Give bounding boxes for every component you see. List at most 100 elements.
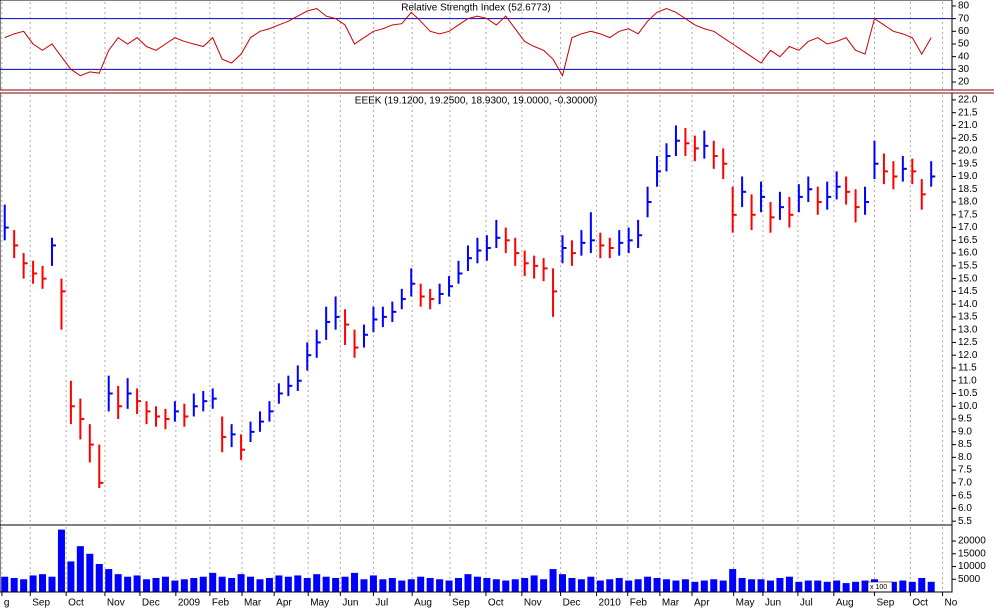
volume-bar [247, 576, 255, 592]
volume-bar [29, 575, 37, 592]
volume-bar [483, 577, 491, 592]
volume-bar [265, 577, 273, 592]
y-tick-label: 18.0 [958, 197, 978, 208]
y-tick-label: 8.0 [958, 452, 972, 463]
volume-bar [161, 576, 169, 592]
volume-bar [417, 576, 425, 592]
y-tick-label: 7.0 [958, 478, 972, 489]
volume-bar [710, 579, 718, 592]
x-tick-label: Nov [107, 598, 125, 608]
y-tick-label: 11.5 [958, 363, 977, 374]
y-tick-label: 40 [958, 51, 970, 62]
x-tick-label: No [945, 598, 958, 608]
rsi-line [4, 7, 932, 78]
volume-bar [398, 580, 406, 592]
y-tick-label: 80 [958, 1, 970, 12]
x-tick-label: Oct [488, 598, 504, 608]
x-tick-label: 2009 [178, 598, 201, 608]
volume-bar [180, 579, 188, 592]
volume-bar [67, 561, 75, 592]
volume-bar [625, 580, 633, 592]
volume-bar [426, 577, 434, 592]
volume-bar [436, 579, 444, 592]
volume-bar [492, 579, 500, 592]
volume-bar [795, 581, 803, 592]
x-tick-label: Oct [912, 598, 928, 608]
volume-bar [748, 579, 756, 592]
volume-bar [814, 580, 822, 592]
volume-bar [237, 574, 245, 592]
panel-title: Relative Strength Index (52.6773) [401, 3, 551, 14]
volume-bar [681, 579, 689, 592]
y-tick-label: 16.0 [958, 248, 978, 259]
x-tick-label: Jun [342, 598, 358, 608]
y-tick-label: 19.5 [958, 158, 978, 169]
volume-bar [351, 572, 359, 592]
volume-bar [833, 580, 841, 592]
volume-bar [10, 577, 18, 592]
volume-bar [823, 581, 831, 592]
y-tick-label: 9.5 [958, 414, 972, 425]
volume-bar [133, 575, 141, 592]
volume-bar [218, 576, 226, 592]
y-tick-label: 30 [958, 64, 970, 75]
volume-bar [606, 579, 614, 592]
volume-bar [57, 529, 65, 592]
volume-bar [719, 580, 727, 592]
volume-bar [388, 577, 396, 592]
volume-bar [540, 579, 548, 592]
x-tick-label: Mar [662, 598, 680, 608]
volume-bar [549, 569, 557, 592]
volume-bar [143, 579, 151, 592]
y-tick-label: 6.5 [958, 490, 972, 501]
y-tick-label: 20.5 [958, 133, 978, 144]
volume-bar [48, 576, 56, 592]
volume-bar [284, 576, 292, 592]
volume-bar [171, 580, 179, 592]
volume-bar [105, 569, 113, 592]
volume-bar [889, 581, 897, 592]
volume-bar [729, 569, 737, 592]
x-tick-label: Feb [630, 598, 648, 608]
x-tick-label: Nov [524, 598, 542, 608]
volume-bar [559, 574, 567, 592]
volume-bar [738, 577, 746, 592]
volume-bar [407, 579, 415, 592]
volume-bar [455, 577, 463, 592]
volume-bar [766, 580, 774, 592]
volume-bar [700, 580, 708, 592]
volume-bar [341, 576, 349, 592]
volume-bar [672, 580, 680, 592]
x-tick-label: Dec [563, 598, 581, 608]
unit-label: x 100 [870, 584, 887, 591]
volume-bar [502, 580, 510, 592]
y-tick-label: 13.0 [958, 324, 978, 335]
volume-bar [332, 577, 340, 592]
x-tick-label: Mar [244, 598, 262, 608]
x-tick-label: May [736, 598, 755, 608]
y-tick-label: 17.0 [958, 222, 978, 233]
panel-frame [0, 524, 953, 593]
volume-bar [228, 577, 236, 592]
volume-bar [303, 577, 311, 592]
y-tick-label: 21.0 [958, 120, 978, 131]
x-tick-label: Aug [836, 598, 854, 608]
x-tick-label: Sep [32, 598, 50, 608]
volume-bar [152, 577, 160, 592]
y-tick-label: 20.0 [958, 146, 978, 157]
volume-bar [587, 576, 595, 592]
x-tick-label: Sep [452, 598, 470, 608]
x-tick-label: Apr [276, 598, 292, 608]
y-tick-label: 20 [958, 77, 970, 88]
volume-bar [209, 572, 217, 592]
volume-bar [861, 580, 869, 592]
volume-bar [908, 581, 916, 592]
volume-bar [644, 576, 652, 592]
x-tick-label: Apr [694, 598, 710, 608]
volume-bar [313, 574, 321, 592]
y-tick-label: 19.0 [958, 171, 978, 182]
y-tick-label: 21.5 [958, 107, 978, 118]
volume-bar [918, 577, 926, 592]
